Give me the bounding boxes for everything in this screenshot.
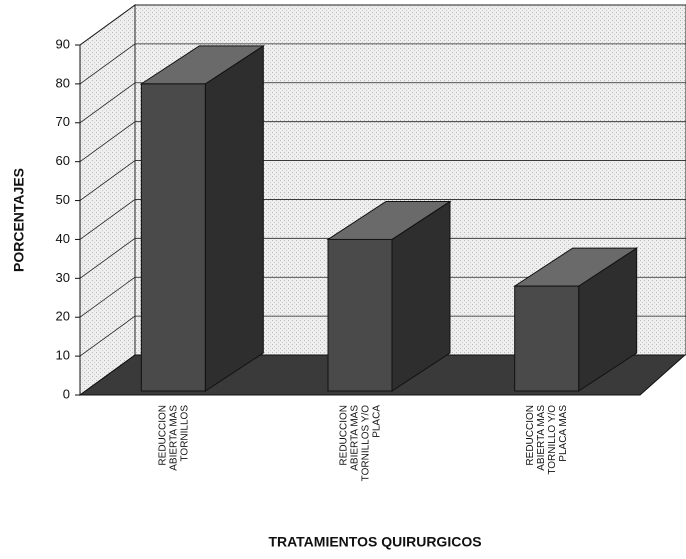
grid-line	[79, 276, 136, 318]
y-tick-label: 30	[56, 270, 70, 285]
y-tick-label: 10	[56, 348, 70, 363]
grid-line	[79, 82, 136, 124]
y-tick-label: 90	[56, 36, 70, 51]
x-axis-title: TRATAMIENTOS QUIRURGICOS	[268, 534, 481, 550]
bar	[326, 200, 452, 392]
y-tick-label: 50	[56, 192, 70, 207]
bar	[139, 44, 266, 392]
grid-line	[79, 199, 136, 240]
x-tick-label: REDUCCIONABIERTA MASTORNILLOS	[157, 405, 190, 471]
y-tick-label: 20	[56, 309, 70, 324]
y-tick-label: 60	[56, 153, 70, 168]
grid-line	[79, 43, 136, 85]
y-tick-label: 80	[56, 75, 70, 90]
grid-line	[79, 121, 136, 162]
bar-front	[514, 285, 580, 392]
x-tick-label: REDUCCIONABIERTA MASTORNILLOS Y/OPLACA	[338, 405, 382, 482]
bar-side	[204, 44, 264, 392]
grid-line	[79, 238, 136, 279]
y-axis-title: PORCENTAJES	[11, 168, 27, 272]
grid-line	[79, 315, 136, 357]
y-tick-label: 70	[56, 114, 70, 129]
bar-front	[327, 238, 393, 392]
y-tick-label: 40	[56, 231, 70, 246]
x-tick-label: REDUCCIONABIERTA MASTORNILLO Y/OPLACA MA…	[525, 405, 569, 475]
bar	[512, 247, 639, 392]
grid-line	[79, 160, 136, 201]
bar-front	[140, 83, 206, 392]
grid-line	[79, 4, 136, 46]
y-tick-label: 0	[63, 386, 70, 401]
